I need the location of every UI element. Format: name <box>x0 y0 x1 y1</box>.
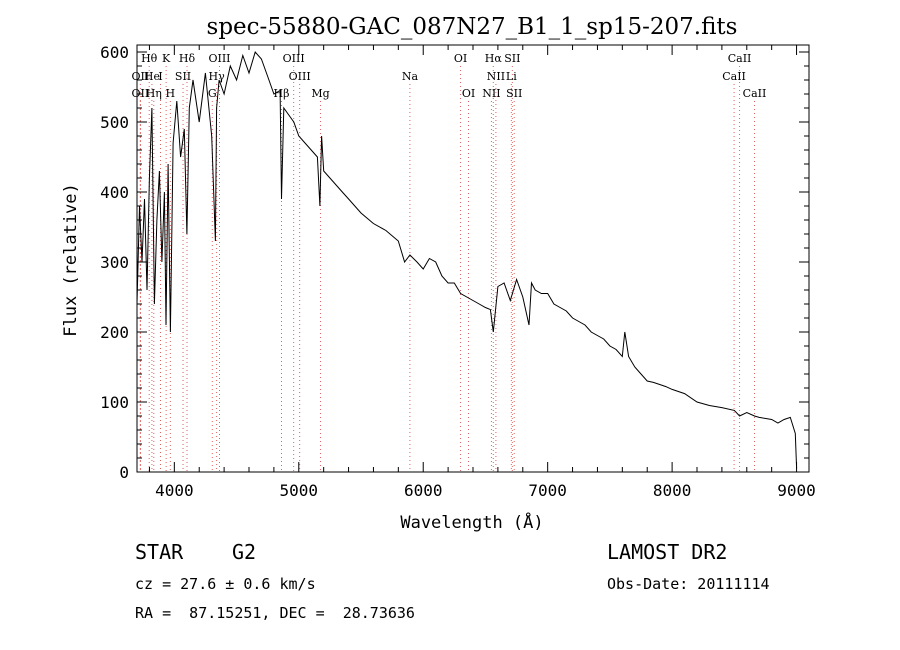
line-label: NII <box>482 87 500 100</box>
y-axis-label: Flux (relative) <box>61 183 81 337</box>
y-tick-label: 0 <box>119 463 129 482</box>
survey-name: LAMOST DR2 <box>607 540 728 564</box>
line-label: OIII <box>283 52 305 65</box>
line-label: Hβ <box>274 87 290 100</box>
x-axis: 4000 5000 6000 7000 8000 9000 <box>148 45 816 500</box>
line-label: OI <box>454 52 467 65</box>
x-tick-label: 5000 <box>280 481 319 500</box>
line-label: CaII <box>743 87 767 100</box>
line-label: I <box>158 70 162 83</box>
line-label: H <box>166 87 176 100</box>
spectrum-chart: spec-55880-GAC_087N27_B1_1_sp15-207.fits… <box>61 14 816 533</box>
line-label: Hγ <box>209 70 226 83</box>
line-label: OII <box>132 70 150 83</box>
line-label: Na <box>402 70 419 83</box>
line-label: Hα <box>485 52 503 65</box>
y-tick-label: 300 <box>100 253 129 272</box>
object-subclass: G2 <box>232 540 257 564</box>
x-tick-label: 8000 <box>653 481 692 500</box>
line-label: OIII <box>289 70 311 83</box>
object-class: STAR <box>135 540 184 564</box>
x-tick-label: 4000 <box>155 481 194 500</box>
line-label: G <box>208 87 217 100</box>
y-axis: 0 100 200 300 400 500 600 <box>100 43 809 482</box>
x-tick-label: 6000 <box>404 481 443 500</box>
redshift-value: cz = 27.6 ± 0.6 km/s <box>135 575 316 593</box>
line-label: CaII <box>728 52 752 65</box>
line-label: SII <box>506 87 522 100</box>
line-label: K <box>162 52 171 65</box>
line-label: SII <box>504 52 520 65</box>
line-label: OI <box>462 87 475 100</box>
line-label: OIII <box>208 52 230 65</box>
line-label: CaII <box>722 70 746 83</box>
line-label: Mg <box>311 87 329 100</box>
chart-title: spec-55880-GAC_087N27_B1_1_sp15-207.fits <box>207 14 738 40</box>
x-axis-label: Wavelength (Å) <box>400 511 543 533</box>
y-tick-label: 100 <box>100 393 129 412</box>
line-label: SII <box>175 70 191 83</box>
y-tick-label: 200 <box>100 323 129 342</box>
plot-frame <box>136 44 810 473</box>
line-label: Hθ <box>141 52 158 65</box>
coordinates: RA = 87.15251, DEC = 28.73636 <box>135 604 415 622</box>
x-tick-label: 7000 <box>528 481 567 500</box>
line-label: Hη <box>146 87 162 100</box>
y-tick-label: 400 <box>100 183 129 202</box>
line-label: He <box>144 70 160 83</box>
line-label: Hδ <box>179 52 196 65</box>
observation-date: Obs-Date: 20111114 <box>607 575 770 593</box>
y-tick-label: 600 <box>100 43 129 62</box>
line-label: Li <box>506 70 517 83</box>
spectrum-line <box>136 50 798 469</box>
line-label: NII <box>487 70 505 83</box>
y-tick-label: 500 <box>100 113 129 132</box>
x-tick-label: 9000 <box>777 481 816 500</box>
